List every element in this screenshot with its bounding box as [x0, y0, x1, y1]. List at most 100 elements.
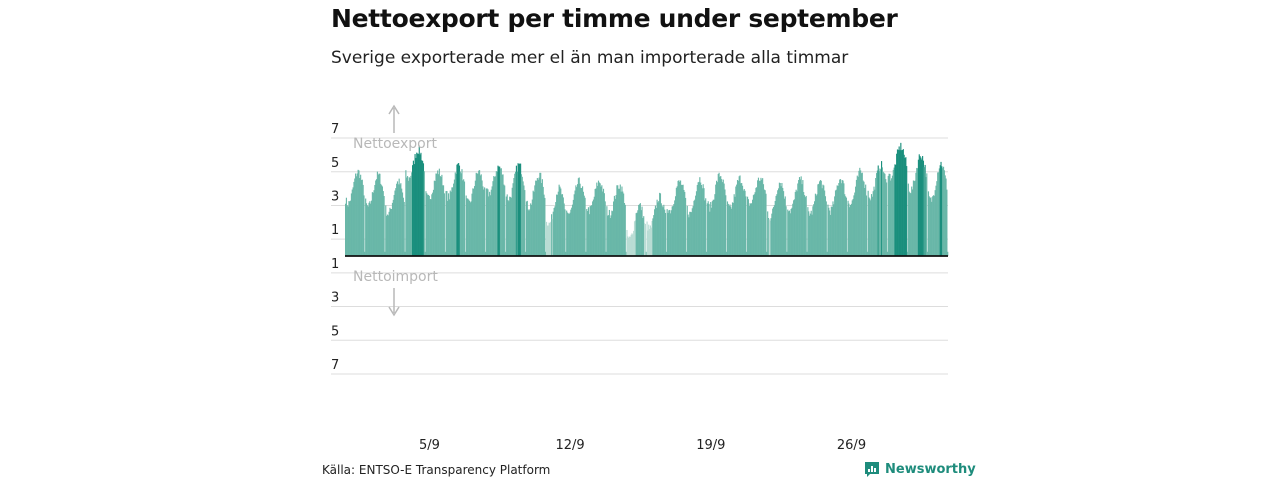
bar — [508, 201, 510, 256]
bar — [398, 178, 400, 256]
bar — [685, 251, 687, 256]
bar — [852, 199, 854, 256]
bar — [507, 200, 509, 256]
bar — [465, 195, 467, 256]
bar — [936, 181, 938, 256]
bar — [472, 188, 474, 256]
bar — [927, 251, 929, 256]
bar — [349, 201, 351, 256]
bar — [938, 168, 940, 256]
bar — [797, 183, 799, 256]
bar — [829, 214, 832, 256]
bar — [774, 200, 776, 256]
bar — [672, 205, 674, 256]
bar — [492, 181, 494, 256]
bar — [917, 159, 919, 256]
bar — [924, 164, 926, 256]
bar — [495, 171, 497, 256]
bar — [872, 191, 874, 256]
bar — [674, 196, 677, 256]
bar — [401, 188, 403, 256]
y-tick-label: 5 — [331, 324, 339, 339]
bar — [634, 220, 636, 256]
bar — [546, 221, 548, 256]
bar — [546, 225, 548, 256]
bar — [583, 195, 585, 256]
y-tick-label: 3 — [331, 291, 339, 306]
bar — [619, 184, 621, 256]
bar — [520, 174, 523, 256]
bar — [724, 189, 726, 256]
bar — [933, 195, 935, 256]
bar — [641, 206, 643, 256]
bar — [848, 203, 850, 256]
bar — [907, 183, 909, 256]
bar — [515, 171, 517, 256]
bar — [757, 177, 760, 256]
bar — [743, 189, 745, 256]
bar — [865, 184, 867, 256]
bar — [437, 174, 440, 256]
bar — [860, 173, 863, 256]
bar — [532, 190, 534, 256]
bar — [850, 203, 852, 256]
bar — [375, 179, 378, 256]
bar — [716, 182, 718, 256]
bar — [699, 177, 701, 256]
bar — [844, 194, 846, 256]
bar — [715, 184, 717, 256]
brand-logo[interactable]: Newsworthy — [864, 461, 976, 478]
bar — [448, 199, 450, 256]
bar — [477, 173, 479, 256]
bar — [762, 184, 765, 256]
bar — [512, 183, 514, 256]
bar — [433, 180, 435, 256]
bar — [523, 185, 525, 256]
bar — [816, 194, 818, 256]
bar — [407, 180, 409, 256]
bar — [898, 146, 900, 256]
bar — [616, 185, 618, 256]
bar — [767, 218, 770, 256]
bar — [551, 219, 553, 256]
brand-label: Newsworthy — [885, 462, 976, 477]
bar — [671, 206, 673, 256]
bar — [788, 211, 790, 256]
bar — [381, 185, 383, 256]
bar — [613, 201, 615, 256]
bar — [711, 201, 713, 256]
bar — [606, 206, 608, 256]
bar — [679, 181, 681, 256]
bar — [360, 180, 363, 256]
bar — [911, 186, 913, 256]
bar — [537, 179, 539, 256]
bar — [831, 206, 833, 256]
y-tick-label: 3 — [331, 189, 339, 204]
bar — [701, 188, 703, 256]
bar — [664, 209, 666, 256]
bar — [716, 180, 718, 256]
bar — [617, 185, 619, 256]
bar — [529, 209, 531, 256]
bar — [613, 195, 615, 256]
bar — [630, 234, 632, 256]
bar — [628, 236, 631, 256]
bar — [376, 171, 378, 256]
bar — [528, 210, 530, 256]
bar — [517, 163, 519, 256]
bar — [442, 185, 444, 256]
bar — [650, 227, 652, 256]
bar — [684, 191, 686, 256]
bar — [594, 189, 596, 256]
bar — [857, 176, 859, 256]
bar — [464, 251, 466, 256]
bar — [855, 179, 858, 256]
chart-title: Nettoexport per timme under september — [331, 4, 898, 33]
bar — [505, 196, 507, 256]
bar — [544, 197, 546, 256]
bar — [494, 176, 497, 256]
bar — [660, 203, 662, 256]
bar — [669, 213, 672, 256]
bar — [436, 173, 438, 256]
bar — [825, 201, 827, 256]
